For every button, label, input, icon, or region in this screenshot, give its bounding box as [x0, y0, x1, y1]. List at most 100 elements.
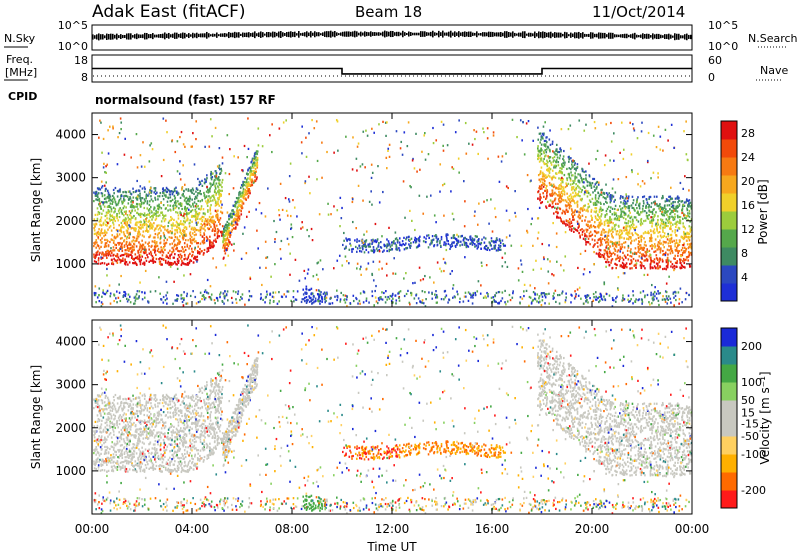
range-cell [109, 206, 112, 209]
range-cell [118, 131, 121, 135]
range-cell [674, 213, 676, 216]
range-cell [216, 216, 219, 219]
range-cell [495, 241, 497, 244]
range-cell [202, 253, 205, 256]
range-cell [336, 289, 338, 292]
range-cell [594, 230, 597, 233]
range-cell [248, 184, 250, 187]
range-cell [624, 221, 626, 224]
range-cell [627, 238, 630, 241]
range-cell [194, 196, 197, 199]
range-cell [162, 251, 165, 254]
range-cell [179, 160, 181, 163]
range-cell [136, 211, 138, 215]
range-cell [242, 190, 245, 193]
range-cell [192, 228, 195, 231]
range-cell [587, 241, 590, 244]
range-cell [143, 219, 145, 222]
range-cell [243, 226, 246, 229]
range-cell [663, 253, 665, 256]
range-cell [100, 186, 103, 189]
range-cell [540, 196, 542, 199]
range-cell [667, 261, 669, 264]
range-cell [690, 229, 692, 232]
range-cell [577, 226, 580, 229]
range-cell [395, 245, 398, 248]
range-cell [627, 222, 629, 225]
range-cell [559, 193, 562, 197]
range-cell [543, 175, 546, 178]
range-cell [365, 129, 367, 132]
range-cell [537, 190, 540, 193]
range-cell [195, 120, 198, 123]
range-cell [100, 121, 102, 124]
range-cell [541, 201, 544, 204]
range-cell [653, 265, 656, 268]
range-cell [95, 246, 97, 249]
range-cell [538, 160, 541, 163]
range-cell [100, 216, 103, 219]
range-cell [113, 226, 115, 229]
range-cell [151, 148, 154, 151]
range-cell [581, 169, 584, 172]
range-cell [602, 191, 605, 194]
range-cell [455, 238, 458, 241]
range-cell [158, 261, 161, 264]
range-cell [627, 195, 630, 198]
range-cell [209, 209, 212, 212]
range-cell [183, 242, 186, 245]
range-cell [555, 149, 557, 153]
range-cell [103, 254, 105, 257]
range-cell [317, 261, 320, 264]
range-cell [142, 226, 144, 229]
range-cell [109, 225, 112, 228]
range-cell [688, 225, 691, 228]
range-cell [167, 256, 170, 260]
noise-sample [352, 31, 354, 37]
range-cell [219, 217, 222, 220]
range-cell [525, 122, 528, 125]
range-cell [598, 210, 601, 214]
range-cell [682, 225, 685, 228]
range-cell [414, 241, 417, 244]
noise-sample [688, 34, 690, 39]
range-cell [195, 190, 197, 193]
range-cell [631, 218, 634, 221]
range-cell [584, 204, 586, 207]
range-cell [358, 239, 360, 243]
range-cell [576, 203, 579, 206]
range-cell [537, 231, 540, 234]
range-cell [591, 238, 594, 241]
range-cell [163, 192, 165, 195]
range-cell [157, 208, 160, 211]
range-cell [249, 174, 252, 177]
range-cell [203, 248, 206, 252]
range-cell [239, 190, 241, 194]
range-cell [142, 214, 145, 217]
range-cell [147, 225, 150, 228]
noise-sample [168, 32, 170, 39]
range-cell [667, 232, 669, 236]
noise-sample [548, 32, 550, 38]
range-cell [235, 223, 237, 226]
range-cell [388, 226, 390, 229]
range-cell [593, 244, 595, 247]
range-cell [572, 174, 574, 177]
range-cell [608, 228, 611, 231]
range-cell [650, 235, 652, 239]
range-cell [221, 162, 224, 165]
noise-sample [620, 34, 622, 38]
range-cell [145, 220, 147, 223]
range-cell [561, 189, 564, 192]
range-cell [107, 245, 110, 248]
range-cell [551, 178, 553, 181]
range-cell [120, 221, 123, 225]
range-cell [504, 252, 506, 255]
range-cell [191, 226, 193, 229]
range-cell [119, 190, 121, 193]
noise-sample [370, 31, 372, 37]
range-cell [375, 247, 378, 250]
range-cell [155, 214, 158, 218]
range-cell [105, 220, 108, 224]
range-cell [606, 255, 609, 258]
